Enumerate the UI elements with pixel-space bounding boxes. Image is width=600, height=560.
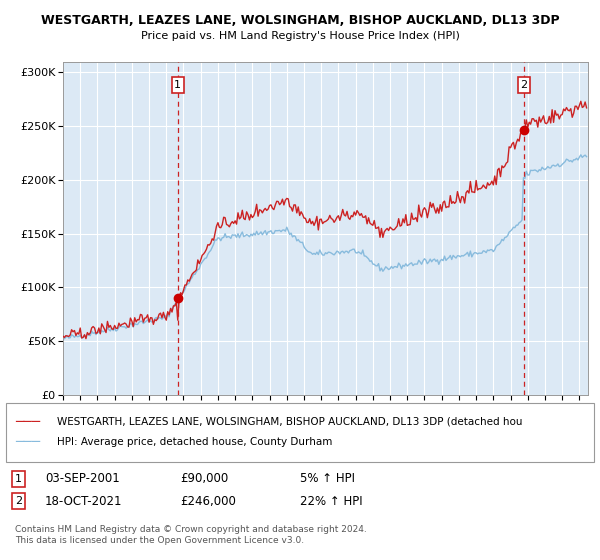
Text: 18-OCT-2021: 18-OCT-2021 bbox=[45, 494, 122, 508]
Text: ───: ─── bbox=[15, 436, 40, 449]
Text: £90,000: £90,000 bbox=[180, 472, 228, 486]
Text: Contains HM Land Registry data © Crown copyright and database right 2024.
This d: Contains HM Land Registry data © Crown c… bbox=[15, 525, 367, 545]
Text: WESTGARTH, LEAZES LANE, WOLSINGHAM, BISHOP AUCKLAND, DL13 3DP: WESTGARTH, LEAZES LANE, WOLSINGHAM, BISH… bbox=[41, 14, 559, 27]
Text: ───: ─── bbox=[15, 414, 40, 429]
Text: HPI: Average price, detached house, County Durham: HPI: Average price, detached house, Coun… bbox=[57, 437, 332, 447]
Text: 1: 1 bbox=[175, 80, 181, 90]
Text: 2: 2 bbox=[521, 80, 528, 90]
Text: 22% ↑ HPI: 22% ↑ HPI bbox=[300, 494, 362, 508]
Text: 03-SEP-2001: 03-SEP-2001 bbox=[45, 472, 120, 486]
Text: £246,000: £246,000 bbox=[180, 494, 236, 508]
Text: WESTGARTH, LEAZES LANE, WOLSINGHAM, BISHOP AUCKLAND, DL13 3DP (detached hou: WESTGARTH, LEAZES LANE, WOLSINGHAM, BISH… bbox=[57, 417, 523, 427]
Text: Price paid vs. HM Land Registry's House Price Index (HPI): Price paid vs. HM Land Registry's House … bbox=[140, 31, 460, 41]
Text: 5% ↑ HPI: 5% ↑ HPI bbox=[300, 472, 355, 486]
Text: 1: 1 bbox=[15, 474, 22, 484]
Text: 2: 2 bbox=[15, 496, 22, 506]
